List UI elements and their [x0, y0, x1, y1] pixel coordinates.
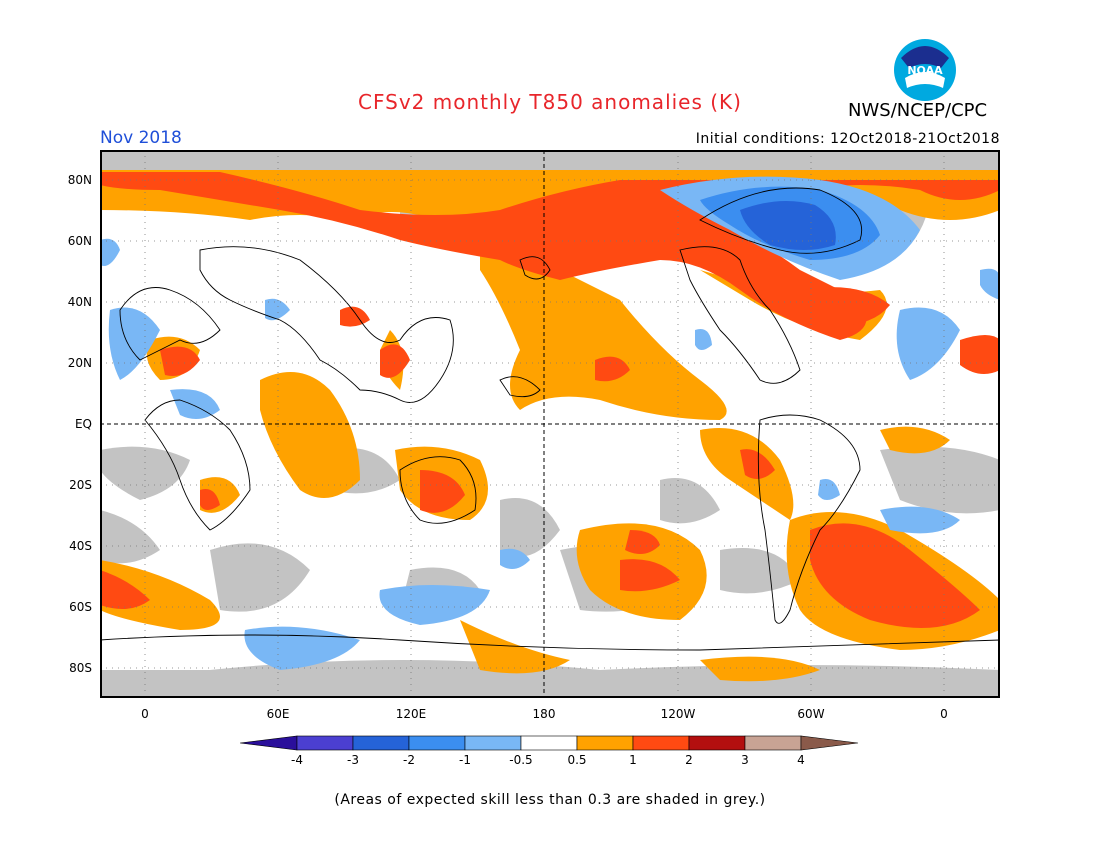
colorbar-label: 4 [797, 753, 805, 767]
lon-label: 120E [395, 707, 427, 721]
colorbar-swatch [688, 735, 746, 751]
lat-label: EQ [74, 417, 92, 431]
forecast-period: Nov 2018 [100, 128, 182, 148]
anomaly-red-areas [100, 172, 1000, 628]
lat-label: 20S [69, 478, 92, 492]
colorbar-swatch [632, 735, 690, 751]
lat-label: 40S [69, 539, 92, 553]
lon-label: 120W [660, 707, 696, 721]
coastlines [99, 187, 1001, 651]
lat-label: 40N [67, 295, 92, 309]
colorbar-swatch [296, 735, 354, 751]
lon-label: 60E [266, 707, 290, 721]
map-title: CFSv2 monthly T850 anomalies (K) [358, 90, 742, 114]
skill-note: (Areas of expected skill less than 0.3 a… [334, 792, 766, 808]
colorbar-right-arrow [800, 735, 859, 751]
map-frame [100, 150, 1000, 698]
noaa-logo: NOAA [893, 38, 957, 102]
colorbar-label: 0.5 [567, 753, 587, 767]
colorbar [239, 733, 860, 773]
lat-label: 20N [67, 356, 92, 370]
anomaly-map [99, 150, 1001, 698]
colorbar-swatch [744, 735, 802, 751]
lon-label: 0 [940, 707, 948, 721]
colorbar-label: -2 [403, 753, 415, 767]
colorbar-label: 2 [685, 753, 693, 767]
anomaly-strong-blue-areas [740, 201, 836, 250]
colorbar-swatch [520, 735, 578, 751]
lat-label: 80N [67, 173, 92, 187]
organization-label: NWS/NCEP/CPC [848, 100, 988, 121]
lon-label: 0 [141, 707, 149, 721]
colorbar-swatch [576, 735, 634, 751]
lon-label: 180 [532, 707, 556, 721]
colorbar-label: 3 [741, 753, 749, 767]
lon-label: 60W [797, 707, 825, 721]
colorbar-label: -0.5 [509, 753, 533, 767]
colorbar-label: -1 [459, 753, 471, 767]
colorbar-label: -4 [291, 753, 303, 767]
initial-conditions: Initial conditions: 12Oct2018-21Oct2018 [695, 131, 1000, 147]
colorbar-swatch [352, 735, 410, 751]
graticule [100, 150, 1000, 698]
colorbar-swatch [464, 735, 522, 751]
colorbar-label: 1 [629, 753, 637, 767]
lat-label: 60S [69, 600, 92, 614]
lat-label: 60N [67, 234, 92, 248]
colorbar-swatch [408, 735, 466, 751]
noaa-logo-text: NOAA [907, 64, 943, 77]
colorbar-label: -3 [347, 753, 359, 767]
colorbar-left-arrow [239, 735, 298, 751]
equator-and-dateline [100, 150, 1000, 698]
lat-label: 80S [69, 661, 92, 675]
